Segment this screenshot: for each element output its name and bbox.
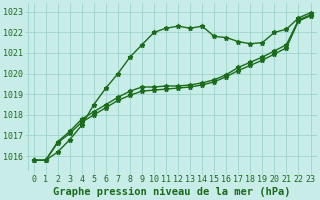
X-axis label: Graphe pression niveau de la mer (hPa): Graphe pression niveau de la mer (hPa) [53,186,291,197]
